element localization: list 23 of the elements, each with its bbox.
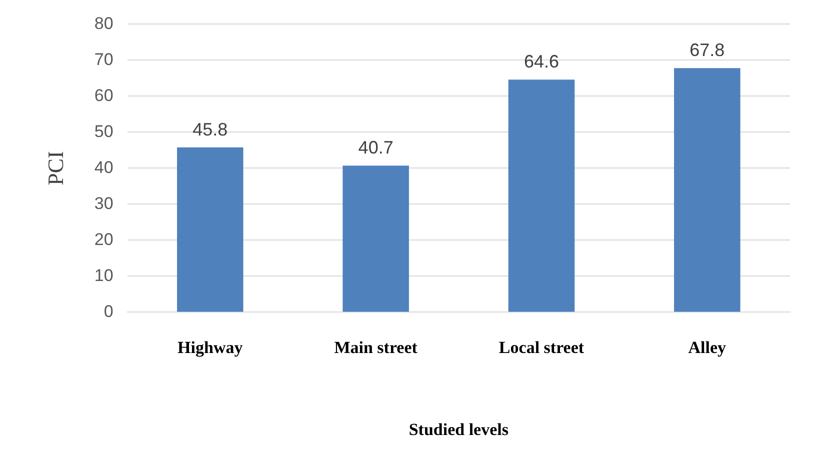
data-label: 64.6: [524, 52, 560, 72]
x-axis-title: Studied levels: [408, 420, 509, 440]
bar: [177, 147, 244, 312]
x-tick-label: Alley: [688, 338, 727, 357]
y-tick-label: 60: [94, 86, 114, 105]
data-label: 67.8: [690, 40, 725, 60]
x-tick-label: Highway: [178, 338, 244, 357]
data-label: 40.7: [358, 138, 394, 158]
y-tick-label: 50: [94, 122, 114, 141]
bar: [508, 80, 575, 312]
y-tick-label: 20: [94, 230, 114, 249]
y-tick-label: 40: [94, 158, 114, 177]
y-tick-label: 30: [94, 194, 114, 213]
y-tick-label: 70: [94, 50, 114, 69]
y-tick-label: 80: [94, 14, 114, 33]
x-tick-label: Local street: [498, 338, 584, 357]
data-label: 45.8: [192, 119, 228, 140]
bar: [674, 68, 740, 312]
x-tick-label: Main street: [334, 338, 418, 357]
y-tick-label: 10: [94, 266, 114, 285]
bar: [342, 166, 409, 312]
y-axis-title: PCI: [42, 151, 68, 186]
y-tick-label: 0: [104, 302, 114, 321]
